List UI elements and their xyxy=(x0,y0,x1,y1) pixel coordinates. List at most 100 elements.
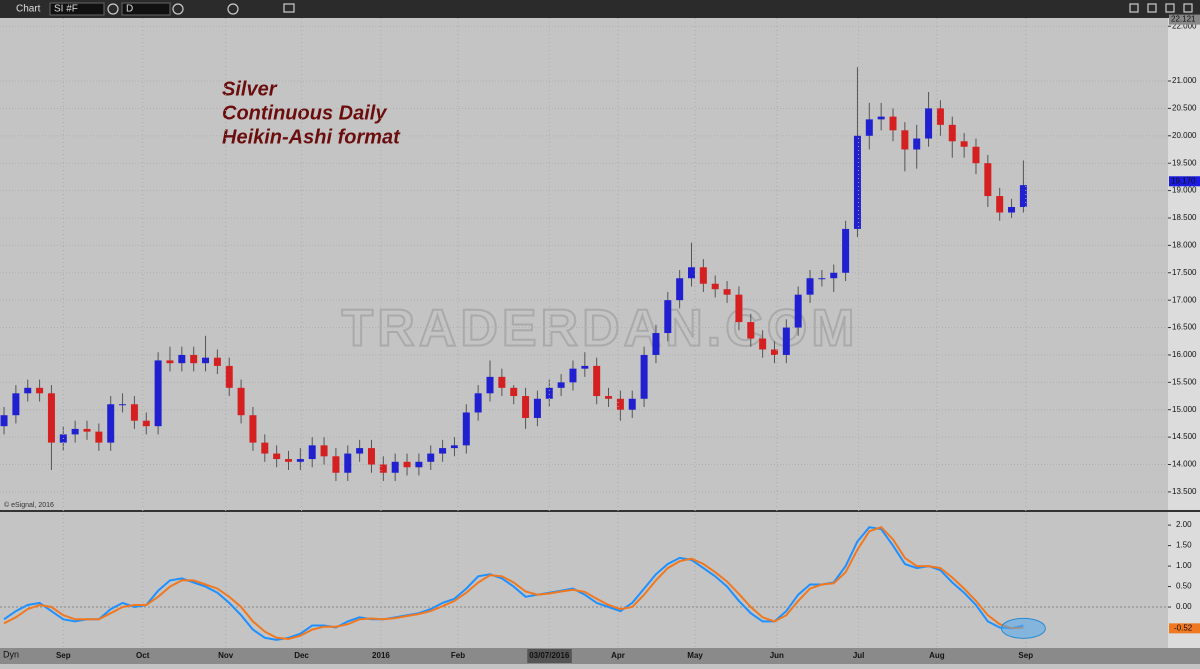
y-tick-label: 13.500 xyxy=(1172,487,1197,496)
candle-body xyxy=(842,228,850,273)
x-tick-label: Oct xyxy=(136,651,150,660)
candle-body xyxy=(486,376,494,394)
y-tick-label: 17.500 xyxy=(1172,268,1197,277)
settings-icon[interactable] xyxy=(107,3,119,15)
candle-body xyxy=(913,138,921,150)
candle-body xyxy=(770,349,778,355)
candle-body xyxy=(889,116,897,131)
candle-body xyxy=(237,387,245,416)
candle-body xyxy=(83,428,91,432)
candle-body xyxy=(130,404,138,421)
candle-body xyxy=(936,108,944,125)
y-tick-label: 14.500 xyxy=(1172,432,1197,441)
panel-label: Dyn xyxy=(3,649,19,659)
y-tick-label: 17.000 xyxy=(1172,295,1197,304)
candle-body xyxy=(818,278,826,280)
candle-body xyxy=(379,464,387,473)
candle-body xyxy=(36,387,44,394)
candle-body xyxy=(510,387,518,397)
copyright: © eSignal, 2016 xyxy=(4,501,54,509)
interval-box[interactable] xyxy=(121,2,171,16)
window-title: Chart xyxy=(16,4,41,15)
candle-body xyxy=(498,376,506,388)
x-tick-label: Jul xyxy=(853,651,865,660)
candle-body xyxy=(688,267,696,279)
candle-body xyxy=(356,448,364,454)
y-tick-label: 1.50 xyxy=(1176,541,1192,550)
highlight-ellipse xyxy=(1000,617,1046,639)
candle-body xyxy=(439,448,447,454)
y-axis-strip xyxy=(1168,18,1200,648)
candle-body xyxy=(142,420,150,427)
y-tick-label: 20.000 xyxy=(1172,131,1197,140)
candle-body xyxy=(557,382,565,388)
candle-body xyxy=(533,398,541,418)
y-tick-label: 2.00 xyxy=(1176,520,1192,529)
x-tick-label: Dec xyxy=(294,651,309,660)
candle-body xyxy=(581,365,589,369)
candle-body xyxy=(462,412,470,446)
add-icon[interactable] xyxy=(227,3,239,15)
x-tick-label: May xyxy=(687,651,703,660)
candle-body xyxy=(948,124,956,142)
y-tick-label: 15.000 xyxy=(1172,405,1197,414)
y-tick-label: 21.000 xyxy=(1172,76,1197,85)
candle-body xyxy=(960,141,968,147)
cursor-date-box xyxy=(527,649,572,663)
candle-body xyxy=(747,322,755,339)
x-tick-label: Sep xyxy=(56,651,71,660)
candle-body xyxy=(332,456,340,473)
candle-body xyxy=(273,453,281,460)
y-tick-label: 19.500 xyxy=(1172,158,1197,167)
candle-body xyxy=(1008,207,1016,213)
y-tick-label: 1.00 xyxy=(1176,561,1192,570)
candle-body xyxy=(925,108,933,139)
candle-body xyxy=(545,387,553,399)
candle-body xyxy=(119,404,127,406)
candle-body xyxy=(984,163,992,197)
candle-body xyxy=(652,333,660,355)
last-value-box xyxy=(1169,176,1200,187)
y-tick-label: 14.000 xyxy=(1172,460,1197,469)
y-tick-label: 0.00 xyxy=(1176,602,1192,611)
candle-body xyxy=(759,338,767,350)
candle-body xyxy=(865,119,873,136)
candle-body xyxy=(711,283,719,290)
candle-body xyxy=(996,196,1004,213)
candle-body xyxy=(190,354,198,364)
toolbar xyxy=(0,0,1200,18)
candle-body xyxy=(474,393,482,413)
minimize-icon[interactable] xyxy=(1129,3,1139,13)
top-label-box xyxy=(1169,14,1200,25)
candle-body xyxy=(427,453,435,462)
close-icon[interactable] xyxy=(1183,3,1193,13)
last-value-box xyxy=(1169,623,1200,634)
candle-body xyxy=(107,404,115,443)
interval[interactable]: D xyxy=(126,4,133,15)
candle-body xyxy=(806,278,814,295)
restore-icon[interactable] xyxy=(1165,3,1175,13)
candle-body xyxy=(71,428,79,435)
watermark: TRADERDAN.COM xyxy=(341,300,858,358)
x-tick-label: Feb xyxy=(451,651,465,660)
y-tick-label: 16.500 xyxy=(1172,323,1197,332)
x-tick-label: 03/07/2016 xyxy=(529,651,570,660)
y-tick-label: 18.000 xyxy=(1172,240,1197,249)
candle-body xyxy=(213,357,221,366)
candle-body xyxy=(628,398,636,410)
y-tick-label: 15.500 xyxy=(1172,377,1197,386)
maximize-icon[interactable] xyxy=(1147,3,1157,13)
symbol-box[interactable] xyxy=(49,2,105,16)
annotation: Heikin-Ashi format xyxy=(222,126,401,148)
annotation: Silver xyxy=(222,78,278,100)
symbol[interactable]: SI #F xyxy=(54,4,78,15)
candle-body xyxy=(830,272,838,279)
annotation: Continuous Daily xyxy=(222,102,387,124)
comment-icon[interactable] xyxy=(283,3,295,13)
clock-icon[interactable] xyxy=(172,3,184,15)
price-panel xyxy=(0,18,1168,510)
candle-body xyxy=(178,354,186,364)
candle-body xyxy=(225,365,233,388)
candle-body xyxy=(664,300,672,334)
